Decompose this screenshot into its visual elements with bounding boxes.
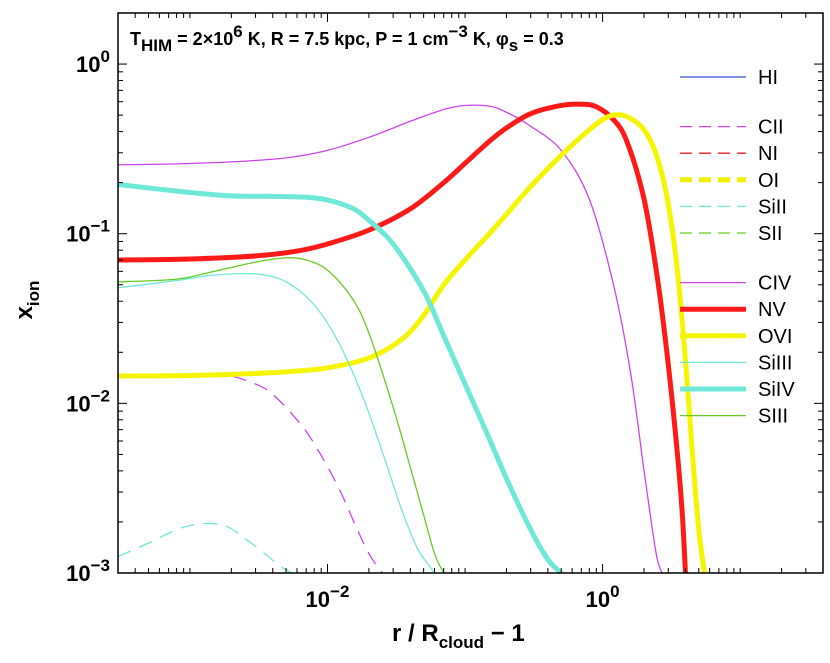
x-tick-label: 10−2 <box>306 582 350 612</box>
x-tick-label: 100 <box>586 582 620 612</box>
plot-frame <box>117 12 824 574</box>
legend-label-siii: SIII <box>758 406 788 428</box>
data-curves <box>117 101 707 575</box>
legend-label-siiii: SiIII <box>758 352 792 374</box>
y-axis-label: xion <box>11 281 43 320</box>
legend-label-cii: CII <box>758 117 784 139</box>
y-label-sub: ion <box>24 281 43 307</box>
title-t-sub: HIM <box>141 36 172 55</box>
legend-label-nv: NV <box>758 299 786 321</box>
legend-label-sii: SII <box>758 223 782 245</box>
title-p-exp: −3 <box>448 22 467 41</box>
title-t-rest: K, R = 7.5 kpc, P = 1 cm <box>243 29 449 49</box>
legend-label-ni: NI <box>758 143 778 165</box>
axis-ticks: 100 10−1 10−2 10−3 10−2 100 <box>66 12 824 612</box>
legend-label-oi: OI <box>758 170 779 192</box>
y-tick-label: 10−3 <box>66 556 110 586</box>
title-t: T <box>130 29 141 49</box>
legend-label-ovi: OVI <box>758 326 792 348</box>
series-civ-line <box>117 104 663 574</box>
legend-label-civ: CIV <box>758 273 792 295</box>
y-tick-label: 10−2 <box>66 386 110 416</box>
y-tick-label: 100 <box>76 47 110 77</box>
y-tick-label: 10−1 <box>66 217 110 247</box>
title-t-val: = 2×10 <box>172 29 233 49</box>
series-siiv-line <box>117 182 563 575</box>
title-phi: φ <box>496 29 509 49</box>
x-axis-label: r / Rcloud − 1 <box>392 620 525 652</box>
title-phi-sub: s <box>509 36 518 55</box>
legend-label-siii: SiII <box>758 196 787 218</box>
x-label-main: r / R <box>392 620 439 647</box>
legend-label-siiv: SiIV <box>758 379 795 401</box>
legend: HI CII NI OI SiII SII CIV NV OVI SiIII SiIV SIII <box>680 67 795 428</box>
y-label-main: x <box>11 305 38 319</box>
x-label-rest: − 1 <box>484 620 525 647</box>
title-t-exp: 6 <box>233 22 242 41</box>
chart-title: THIM = 2×106 K, R = 7.5 kpc, P = 1 cm−3 … <box>130 22 564 55</box>
title-phi-val: = 0.3 <box>518 29 564 49</box>
series-ovi-line <box>117 112 707 574</box>
plot-background <box>118 13 823 573</box>
legend-label-hi: HI <box>758 67 778 89</box>
title-p-rest: K, <box>468 29 496 49</box>
series-siii-line <box>117 257 445 574</box>
series-nv-line <box>117 101 688 574</box>
svg-text:xion: xion <box>11 281 43 320</box>
series-siiii-line <box>117 272 436 574</box>
x-label-sub: cloud <box>439 633 484 652</box>
